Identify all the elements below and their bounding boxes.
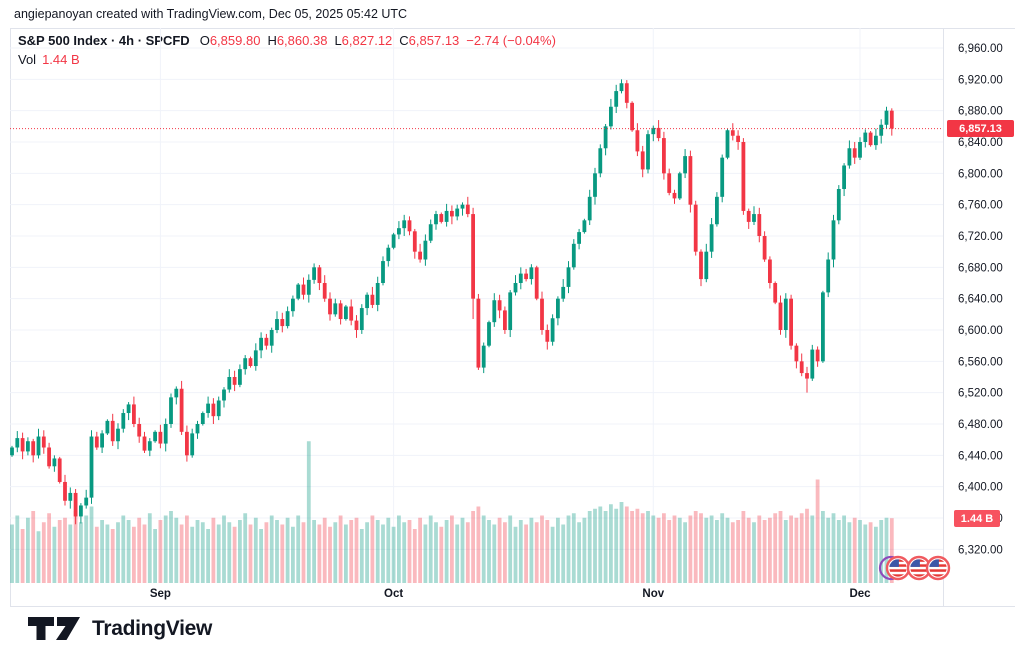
- volume-value: 1.44 B: [42, 52, 80, 67]
- us-flag-icon: [887, 557, 909, 579]
- y-axis-tick[interactable]: 6,480.00: [958, 419, 1003, 431]
- change-value: −2.74 (−0.04%): [466, 33, 556, 48]
- y-axis-tick[interactable]: 6,800.00: [958, 168, 1003, 180]
- legend-row-ohlc: S&P 500 Index · 4h · SPCFD O6,859.80 H6,86…: [18, 32, 556, 50]
- x-axis-month-label[interactable]: Sep: [150, 588, 171, 600]
- y-axis-tick[interactable]: 6,840.00: [958, 137, 1003, 149]
- x-axis-month-label[interactable]: Dec: [849, 588, 871, 600]
- y-axis-tick[interactable]: 6,920.00: [958, 74, 1003, 86]
- price-axis-separator: [943, 28, 944, 606]
- legend-row-volume: Vol 1.44 B: [18, 51, 556, 69]
- volume-series: [10, 441, 894, 583]
- ohlc-close: C6,857.13: [399, 33, 460, 48]
- y-axis-tick[interactable]: 6,640.00: [958, 294, 1003, 306]
- y-axis-tick[interactable]: 6,760.00: [958, 200, 1003, 212]
- y-axis-tick[interactable]: 6,320.00: [958, 544, 1003, 556]
- volume-badge: 1.44 B: [954, 510, 1000, 527]
- x-axis-month-label[interactable]: Nov: [642, 588, 664, 600]
- y-axis-tick[interactable]: 6,520.00: [958, 388, 1003, 400]
- y-axis-tick[interactable]: 6,960.00: [958, 43, 1003, 55]
- symbol-title[interactable]: S&P 500 Index · 4h · SPCFD: [18, 33, 190, 48]
- panel-bottom-border: [10, 606, 1015, 607]
- x-axis-month-label[interactable]: Oct: [384, 588, 403, 600]
- y-axis-tick[interactable]: 6,680.00: [958, 262, 1003, 274]
- y-axis-tick[interactable]: 6,400.00: [958, 482, 1003, 494]
- attribution-text: angiepanoyan created with TradingView.co…: [14, 7, 408, 21]
- chart-legend: S&P 500 Index · 4h · SPCFD O6,859.80 H6,86…: [18, 32, 556, 69]
- ohlc-open: O6,859.80: [199, 33, 261, 48]
- tradingview-logo[interactable]: TradingView: [28, 617, 212, 641]
- us-flag-icon: [927, 557, 949, 579]
- ohlc-low: L6,827.12: [334, 33, 393, 48]
- last-price-badge: 6,857.13: [947, 120, 1014, 137]
- ohlc-high: H6,860.38: [267, 33, 328, 48]
- y-axis-tick[interactable]: 6,440.00: [958, 450, 1003, 462]
- panel-left-border: [10, 28, 11, 606]
- y-axis-tick[interactable]: 6,880.00: [958, 106, 1003, 118]
- candlestick-series: [10, 79, 894, 525]
- tradingview-logo-text: TradingView: [92, 617, 213, 640]
- y-axis-tick[interactable]: 6,560.00: [958, 356, 1003, 368]
- tradingview-logo-icon: [28, 617, 80, 640]
- market-flags: [878, 551, 959, 585]
- panel-top-border: [10, 28, 1015, 29]
- y-axis-tick[interactable]: 6,600.00: [958, 325, 1003, 337]
- volume-label: Vol: [18, 52, 37, 67]
- y-axis-tick[interactable]: 6,720.00: [958, 231, 1003, 243]
